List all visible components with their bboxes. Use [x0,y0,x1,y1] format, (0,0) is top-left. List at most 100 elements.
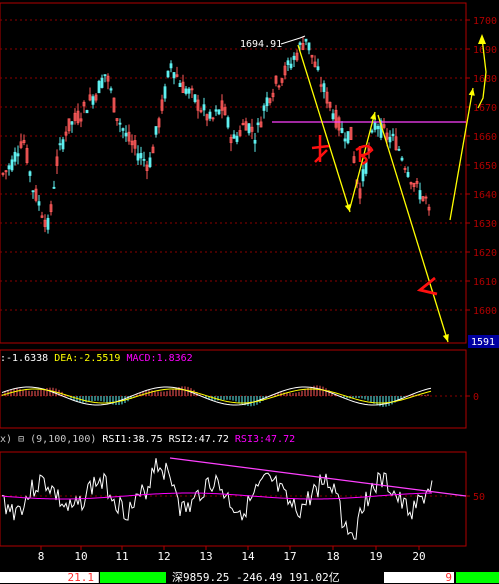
candle-body [301,43,305,50]
candle-body [154,126,158,135]
candle-body [58,143,62,146]
price-tick-label: 1640 [473,190,497,201]
candle-body [256,122,260,126]
candle-body [43,219,47,227]
rsi-panel-frame [0,451,467,547]
candle-body [172,72,176,79]
candle-body [139,153,143,159]
candle-body [238,130,242,136]
rsi3-label: RSI3:47.72 [234,434,296,445]
candle-body [343,138,347,142]
price-tick-label: 1700 [473,16,497,27]
candle-body [226,117,230,128]
candle-body [388,136,392,143]
candle-body [67,118,71,132]
candle-body [268,98,272,104]
candle-body [427,206,431,211]
candle-body [307,42,311,51]
candle-body [346,131,350,144]
rsi-legend: x) ⊟ (9,100,100) RSI1:38.75 RSI2:47.72 R… [0,434,295,445]
price-tick-label: 1630 [473,219,497,230]
rsi-mid-label: 50 [473,492,485,503]
candle-body [124,132,128,137]
candle-body [322,83,326,92]
candle-body [46,217,50,230]
price-tick-label: 1610 [473,277,497,288]
candle-body [250,126,254,132]
projection-hook [477,37,487,109]
candle-body [112,97,116,113]
candle-body [49,204,53,213]
x-tick-label: 13 [199,550,212,563]
status-right-value: 9 [445,571,452,584]
candle-body [289,63,293,69]
candle-body [349,126,353,140]
dif-line [1,386,432,406]
dif-label: :-1.6338 [0,353,49,364]
macd-histogram [1,385,429,407]
candle-body [109,88,113,91]
status-right-cell: 9 [384,572,454,583]
candle-body [166,70,170,78]
candle-body [403,168,407,170]
x-tick-label: 12 [157,550,170,563]
candle-body [391,133,395,137]
candle-body [418,190,422,200]
candle-body [340,128,344,133]
candle-body [376,125,380,130]
candle-body [199,110,203,113]
candle-body [85,110,89,114]
x-tick-label: 19 [369,550,382,563]
rsi-toggle-icon[interactable]: ⊟ [18,434,25,445]
status-index: 深9859.25 -246.49 191.02亿 [172,571,340,584]
candle-body [37,201,41,206]
candle-body [223,107,227,116]
candle-body [424,196,428,199]
last-price-label: 1591 [471,337,495,348]
dea-line [1,388,432,404]
candle-body [205,114,209,121]
candle-body [262,105,266,111]
projection-arrow-down-1-head [344,204,351,212]
projection-arrow-down-1 [297,44,351,213]
candle-body [106,75,110,82]
price-tick-label: 1600 [473,306,497,317]
candle-body [88,94,92,101]
candle-body [271,92,275,98]
x-tick-label: 17 [283,550,296,563]
candle-body [145,164,149,171]
candle-body [397,148,401,151]
candle-body [1,172,5,175]
peak-price-label: 1694.91 [240,39,282,50]
status-bar: 21.1 深9859.25 -246.49 191.02亿 9 [0,572,499,583]
price-panel-frame [0,2,467,344]
macd-legend: :-1.6338 DEA:-2.5519 MACD:1.8362 [0,353,193,364]
price-tick-label: 1670 [473,103,497,114]
rsi1-label: RSI1:38.75 [102,434,163,445]
x-tick-label: 20 [412,550,425,563]
candle-body [316,66,320,71]
candle-body [334,109,338,128]
candle-body [214,109,218,112]
candle-body [82,101,86,107]
macd-zero-label: 0 [473,392,479,403]
rsi-trendline [169,457,467,497]
candle-body [130,140,134,146]
x-tick-label: 14 [241,550,255,563]
candle-body [31,190,35,193]
candle-body [358,188,362,199]
candle-body [277,85,281,88]
candle-body [175,74,179,77]
candle-body [28,171,32,176]
candle-body [142,158,146,161]
status-green-bar [100,572,166,583]
candle-body [247,123,251,134]
rsi-prefix: x) [0,434,13,445]
candle-body [412,182,416,187]
candle-body [157,118,161,128]
candle-body [253,139,257,144]
candle-body [163,86,167,99]
status-right-green [456,572,499,583]
rsi-params: (9,100,100) [30,434,97,445]
candle-body [169,63,173,69]
